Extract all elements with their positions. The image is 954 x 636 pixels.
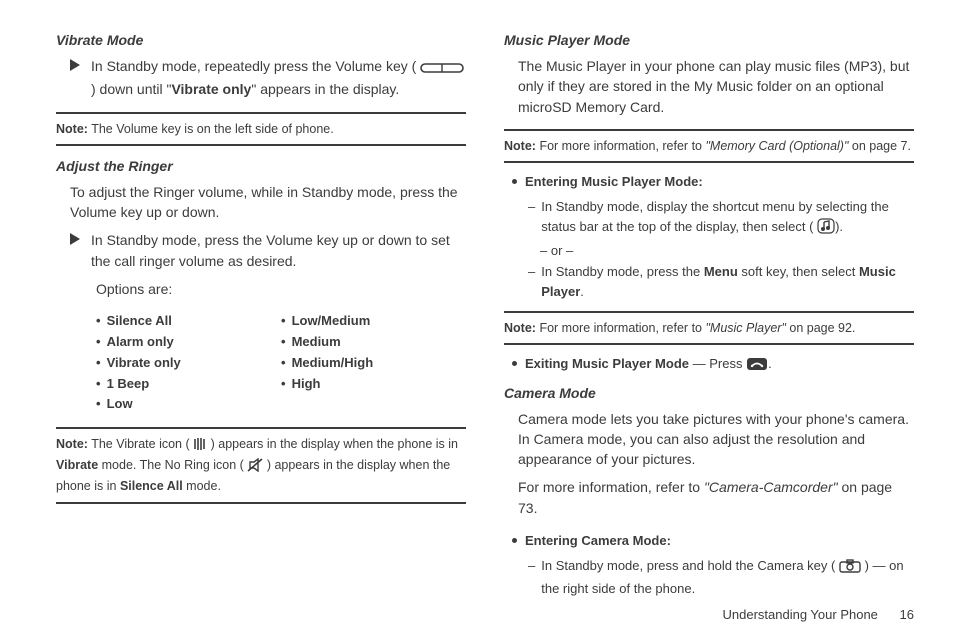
note-memory-card: Note: For more information, refer to "Me… [504, 137, 914, 155]
entering-music-player: Entering Music Player Mode: [512, 173, 914, 191]
option-item: Medium [281, 332, 466, 353]
music-step-2: – In Standby mode, press the Menu soft k… [528, 262, 914, 301]
option-item: Alarm only [96, 332, 281, 353]
triangle-bullet-icon [70, 233, 81, 245]
music-intro: The Music Player in your phone can play … [518, 56, 914, 117]
rule [504, 161, 914, 163]
rule [56, 502, 466, 504]
triangle-bullet-icon [70, 59, 81, 71]
music-note-icon [817, 218, 835, 240]
entering-camera-mode: Entering Camera Mode: [512, 532, 914, 550]
heading-vibrate-mode: Vibrate Mode [56, 32, 466, 48]
option-item: High [281, 374, 466, 395]
heading-adjust-ringer: Adjust the Ringer [56, 158, 466, 174]
page-footer: Understanding Your Phone 16 [723, 607, 915, 622]
adjust-step: In Standby mode, press the Volume key up… [70, 230, 466, 271]
option-item: Medium/High [281, 353, 466, 374]
bullet-icon [512, 361, 517, 366]
camera-key-icon [839, 559, 861, 579]
option-item: 1 Beep [96, 374, 281, 395]
volume-key-icon [420, 59, 464, 79]
camera-step: – In Standby mode, press and hold the Ca… [528, 556, 914, 598]
or-separator: – or – [540, 243, 914, 258]
footer-section: Understanding Your Phone [723, 607, 878, 622]
adjust-intro: To adjust the Ringer volume, while in St… [70, 182, 466, 223]
rule [56, 427, 466, 429]
option-item: Silence All [96, 311, 281, 332]
music-step-1: – In Standby mode, display the shortcut … [528, 197, 914, 239]
exiting-music-player: Exiting Music Player Mode — Press . [512, 355, 914, 376]
vibrate-icon [193, 437, 207, 456]
heading-music-player: Music Player Mode [504, 32, 914, 48]
adjust-step-text: In Standby mode, press the Volume key up… [91, 230, 466, 271]
end-key-icon [746, 357, 768, 376]
options-label: Options are: [96, 279, 466, 299]
options-list: Silence All Alarm only Vibrate only 1 Be… [96, 311, 466, 415]
option-item: Low/Medium [281, 311, 466, 332]
vibrate-step: In Standby mode, repeatedly press the Vo… [70, 56, 466, 100]
footer-page-number: 16 [900, 607, 914, 622]
camera-ref: For more information, refer to "Camera-C… [518, 477, 914, 518]
bullet-icon [512, 538, 517, 543]
camera-intro: Camera mode lets you take pictures with … [518, 409, 914, 470]
left-column: Vibrate Mode In Standby mode, repeatedly… [56, 32, 466, 618]
option-item: Low [96, 394, 281, 415]
rule [504, 343, 914, 345]
note-vibrate-icon: Note: The Vibrate icon ( ) appears in th… [56, 435, 466, 495]
note-volume-key: Note: The Volume key is on the left side… [56, 120, 466, 138]
option-item: Vibrate only [96, 353, 281, 374]
rule [504, 311, 914, 313]
note-music-player: Note: For more information, refer to "Mu… [504, 319, 914, 337]
no-ring-icon [247, 458, 263, 477]
heading-camera-mode: Camera Mode [504, 385, 914, 401]
bullet-icon [512, 179, 517, 184]
right-column: Music Player Mode The Music Player in yo… [504, 32, 914, 618]
vibrate-step-text: In Standby mode, repeatedly press the Vo… [91, 56, 466, 100]
rule [56, 144, 466, 146]
rule [504, 129, 914, 131]
rule [56, 112, 466, 114]
